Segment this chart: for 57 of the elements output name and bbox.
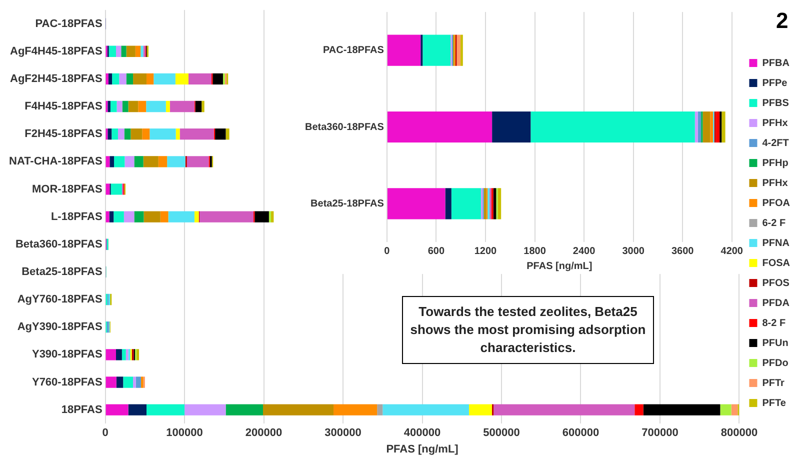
- legend-label: PFBS: [762, 98, 790, 109]
- x-tick-label: 300000: [324, 427, 362, 440]
- y-tick-label: Beta25-18PFAS: [22, 266, 102, 278]
- legend-label: PFHp: [762, 158, 788, 169]
- text: 2: [776, 8, 788, 34]
- y-tick-label: PAC-18PFAS: [35, 18, 102, 30]
- annotation: Towards the tested zeolites, Beta25 shows the most promising adsorption characteristics.: [402, 296, 654, 364]
- y-tick-label: 18PFAS: [61, 404, 102, 416]
- legend-label: PFPe: [762, 78, 788, 89]
- legend-label: PFDA: [762, 298, 790, 309]
- x-tick-label: 200000: [245, 427, 282, 440]
- y-tick-label: Y760-18PFAS: [32, 376, 102, 388]
- x-tick-label: 0: [102, 427, 108, 440]
- legend-label: 8-2 F: [762, 318, 786, 329]
- x-axis-title: PFAS [ng/mL]: [526, 260, 592, 272]
- legend-label: 4-2FT: [762, 138, 789, 149]
- y-tick-label: L-18PFAS: [50, 210, 102, 223]
- x-tick-label: 700000: [642, 427, 678, 440]
- x-tick-label: 500000: [483, 427, 520, 440]
- y-tick-label: Y390-18PFAS: [32, 348, 102, 361]
- y-tick-label: F2H45-18PFAS: [24, 128, 102, 140]
- x-tick-label: 400000: [404, 427, 441, 440]
- legend-label: FOSA: [762, 258, 790, 269]
- x-tick-label: 100000: [166, 427, 203, 440]
- legend-label: PFHx: [762, 178, 788, 189]
- y-tick-label: F4H45-18PFAS: [24, 100, 102, 113]
- legend-label: 6-2 F: [762, 218, 786, 229]
- legend-label: PFOS: [762, 278, 790, 289]
- x-tick-label: 1200: [474, 246, 498, 257]
- y-tick-label: NAT-CHA-18PFAS: [8, 156, 102, 168]
- x-tick-label: 0: [384, 246, 390, 257]
- legend-label: PFHx: [762, 118, 788, 129]
- y-tick-label: MOR-18PFAS: [32, 183, 102, 196]
- x-axis-title: PFAS [ng/mL]: [386, 443, 459, 456]
- legend-label: PFDo: [762, 358, 788, 369]
- legend-label: PFOA: [762, 198, 790, 209]
- legend-label: PFNA: [762, 238, 790, 249]
- y-tick-label: Beta360-18PFAS: [15, 238, 102, 250]
- x-tick-label: 3600: [671, 246, 694, 257]
- y-tick-label: AgY760-18PFAS: [17, 294, 102, 306]
- legend-label: PFTe: [762, 398, 786, 409]
- y-tick-label: AgF4H45-18PFAS: [10, 45, 102, 58]
- y-tick-label: AgY390-18PFAS: [17, 321, 102, 334]
- x-tick-label: 2400: [572, 246, 596, 257]
- x-tick-label: 800000: [720, 427, 758, 440]
- legend-label: PFTr: [762, 378, 785, 389]
- legend-label: PFBA: [762, 58, 790, 69]
- x-tick-label: 1800: [524, 246, 546, 257]
- y-tick-label: PAC-18PFAS: [322, 45, 384, 56]
- x-tick-label: 600000: [562, 427, 600, 440]
- x-tick-label: 3000: [622, 246, 645, 257]
- legend-label: PFUn: [762, 338, 788, 349]
- x-tick-label: 4200: [720, 246, 744, 257]
- y-tick-label: Beta25-18PFAS: [310, 198, 384, 210]
- y-tick-label: AgF2H45-18PFAS: [10, 72, 102, 85]
- x-tick-label: 600: [428, 246, 445, 257]
- y-tick-label: Beta360-18PFAS: [304, 122, 384, 133]
